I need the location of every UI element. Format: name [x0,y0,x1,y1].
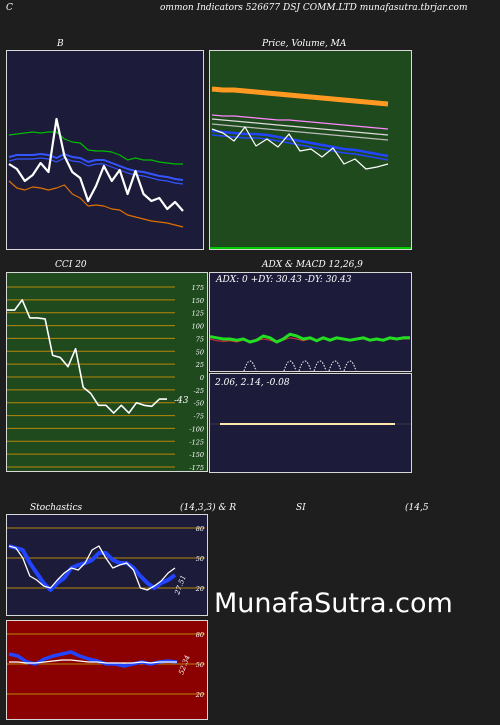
adx-dot-arc [298,360,312,371]
header-title: ommon Indicators 526677 DSJ COMM.LTD mun… [160,3,468,13]
macd-panel: 2.06, 2.14, -0.08 [209,373,412,473]
bollinger-lower-line [8,180,184,228]
adx-dot-arc [343,360,357,371]
watermark: MunafaSutra.com [214,588,453,619]
bollinger-mid-line-2 [8,157,184,185]
cci-title: CCI 20 [55,260,87,270]
stoch-panel: 80 50 20 27.51 [6,514,208,616]
stoch-last-label: 27.51 [173,574,188,597]
rsi-chart: 80 50 20 52.34 [7,631,205,699]
cci-tick-label: 150 [192,297,204,305]
stoch-title-right: (14,5 [405,503,429,513]
adx-chart [210,332,410,371]
adx-green-line [210,332,410,344]
cci-tick-label: -75 [194,413,204,421]
rsi-panel: 80 50 20 52.34 [6,620,208,720]
cci-tick-label: 75 [196,335,204,343]
stoch-title-si: SI [296,503,306,513]
rsi-white-line [9,659,177,664]
cci-tick-label: 175 [192,284,204,292]
price-ma-orange-line [211,86,389,107]
header-left-letter: C [6,3,13,13]
cci-tick-label: 0 [200,374,204,382]
cci-line [7,299,167,414]
cci-tick-label: -175 [189,464,204,471]
cci-tick-label: 25 [195,361,204,369]
rsi-tick-label: 50 [196,661,204,669]
price-close-line [211,126,389,170]
cci-chart: 175 150 125 100 75 50 25 0 -25 -50 -75 -100 -125 -150… [7,284,204,471]
bollinger-chart [8,117,184,228]
bollinger-close-line [8,117,184,212]
stoch-tick-label: 80 [196,525,204,533]
cci-tick-label: -50 [194,400,204,408]
adx-panel: ADX: 0 +DY: 30.43 -DY: 30.43 [209,272,412,372]
macd-label: 2.06, 2.14, -0.08 [215,378,290,388]
cci-tick-label: -100 [189,425,204,433]
adx-dot-arc [283,360,297,371]
bollinger-mid-line [8,153,184,181]
price-ma-blue-line [211,129,389,158]
stoch-k-white-line [8,545,176,591]
cci-tick-label: 50 [196,348,204,356]
cci-tick-label: -125 [189,438,204,446]
adx-dot-arc [328,360,342,371]
adx-dot-arc [313,360,327,371]
right-edge-panel [417,50,500,250]
stoch-title-left: Stochastics [30,503,83,513]
price-ma-white2-line [211,123,389,141]
price-ma-pink-line [211,114,389,130]
bollinger-title: B [57,39,64,49]
cci-tick-label: -25 [194,387,204,395]
price-ma-white1-line [211,118,389,136]
cci-tick-label: 100 [192,323,204,331]
stoch-title-mid: (14,3,3) & R [180,503,237,513]
adx-title: ADX & MACD 12,26,9 [262,260,363,270]
rsi-tick-label: 20 [195,691,204,699]
price-chart [210,86,411,249]
stoch-tick-label: 50 [196,555,204,563]
cci-tick-label: -150 [189,451,204,459]
cci-panel: 175 150 125 100 75 50 25 0 -25 -50 -75 -100 -125 -150… [6,272,208,472]
cci-last-label: -43 [174,396,189,406]
stoch-d-blue-line [8,544,177,592]
stoch-tick-label: 20 [195,585,204,593]
macd-chart [210,423,411,425]
bollinger-panel [6,50,204,250]
price-panel [209,50,412,250]
adx-dot-arc [243,360,257,371]
rsi-last-label: 52.34 [177,654,191,676]
bollinger-upper-line [8,131,183,165]
stoch-chart: 80 50 20 27.51 [7,525,205,597]
cci-tick-label: 125 [192,310,204,318]
adx-label: ADX: 0 +DY: 30.43 -DY: 30.43 [216,275,352,285]
rsi-tick-label: 80 [196,631,204,639]
price-ma-blue-line-2 [211,134,389,161]
price-title: Price, Volume, MA [262,39,347,49]
